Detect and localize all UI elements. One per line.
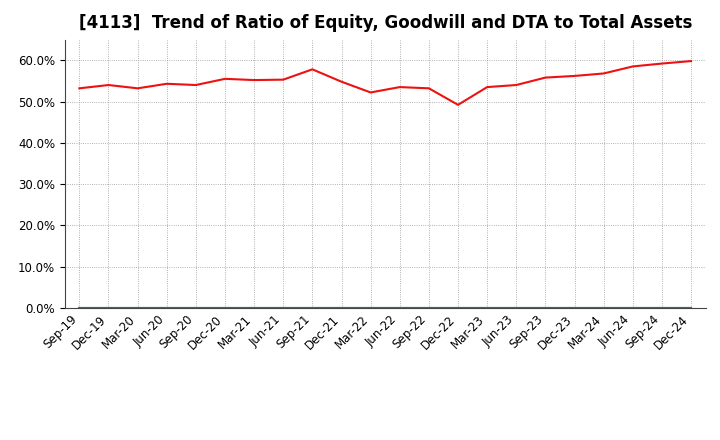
Title: [4113]  Trend of Ratio of Equity, Goodwill and DTA to Total Assets: [4113] Trend of Ratio of Equity, Goodwil… (78, 15, 692, 33)
Deferred Tax Assets (75, 305, 84, 311)
Equity (163, 81, 171, 86)
Deferred Tax Assets (629, 305, 637, 311)
Deferred Tax Assets (512, 305, 521, 311)
Deferred Tax Assets (279, 305, 287, 311)
Deferred Tax Assets (599, 305, 608, 311)
Goodwill (425, 305, 433, 311)
Equity (599, 71, 608, 76)
Deferred Tax Assets (366, 305, 375, 311)
Equity (279, 77, 287, 82)
Equity (512, 82, 521, 88)
Goodwill (104, 305, 113, 311)
Deferred Tax Assets (104, 305, 113, 311)
Equity (133, 86, 142, 91)
Deferred Tax Assets (425, 305, 433, 311)
Equity (395, 84, 404, 90)
Goodwill (629, 305, 637, 311)
Goodwill (483, 305, 492, 311)
Goodwill (250, 305, 258, 311)
Equity (337, 79, 346, 84)
Equity (425, 86, 433, 91)
Goodwill (337, 305, 346, 311)
Deferred Tax Assets (483, 305, 492, 311)
Goodwill (133, 305, 142, 311)
Goodwill (454, 305, 462, 311)
Goodwill (657, 305, 666, 311)
Deferred Tax Assets (337, 305, 346, 311)
Equity (541, 75, 550, 80)
Deferred Tax Assets (220, 305, 229, 311)
Equity (366, 90, 375, 95)
Equity (104, 82, 113, 88)
Deferred Tax Assets (687, 305, 696, 311)
Equity (629, 64, 637, 69)
Equity (483, 84, 492, 90)
Equity (687, 59, 696, 64)
Goodwill (192, 305, 200, 311)
Deferred Tax Assets (308, 305, 317, 311)
Goodwill (687, 305, 696, 311)
Goodwill (599, 305, 608, 311)
Goodwill (570, 305, 579, 311)
Goodwill (395, 305, 404, 311)
Equity (454, 102, 462, 107)
Deferred Tax Assets (250, 305, 258, 311)
Line: Equity: Equity (79, 61, 691, 105)
Equity (657, 61, 666, 66)
Goodwill (75, 305, 84, 311)
Deferred Tax Assets (163, 305, 171, 311)
Equity (570, 73, 579, 79)
Deferred Tax Assets (454, 305, 462, 311)
Equity (308, 67, 317, 72)
Deferred Tax Assets (395, 305, 404, 311)
Equity (250, 77, 258, 83)
Deferred Tax Assets (657, 305, 666, 311)
Goodwill (512, 305, 521, 311)
Goodwill (163, 305, 171, 311)
Goodwill (541, 305, 550, 311)
Goodwill (308, 305, 317, 311)
Deferred Tax Assets (570, 305, 579, 311)
Deferred Tax Assets (192, 305, 200, 311)
Deferred Tax Assets (541, 305, 550, 311)
Equity (220, 76, 229, 81)
Goodwill (366, 305, 375, 311)
Equity (75, 86, 84, 91)
Goodwill (220, 305, 229, 311)
Goodwill (279, 305, 287, 311)
Equity (192, 82, 200, 88)
Deferred Tax Assets (133, 305, 142, 311)
